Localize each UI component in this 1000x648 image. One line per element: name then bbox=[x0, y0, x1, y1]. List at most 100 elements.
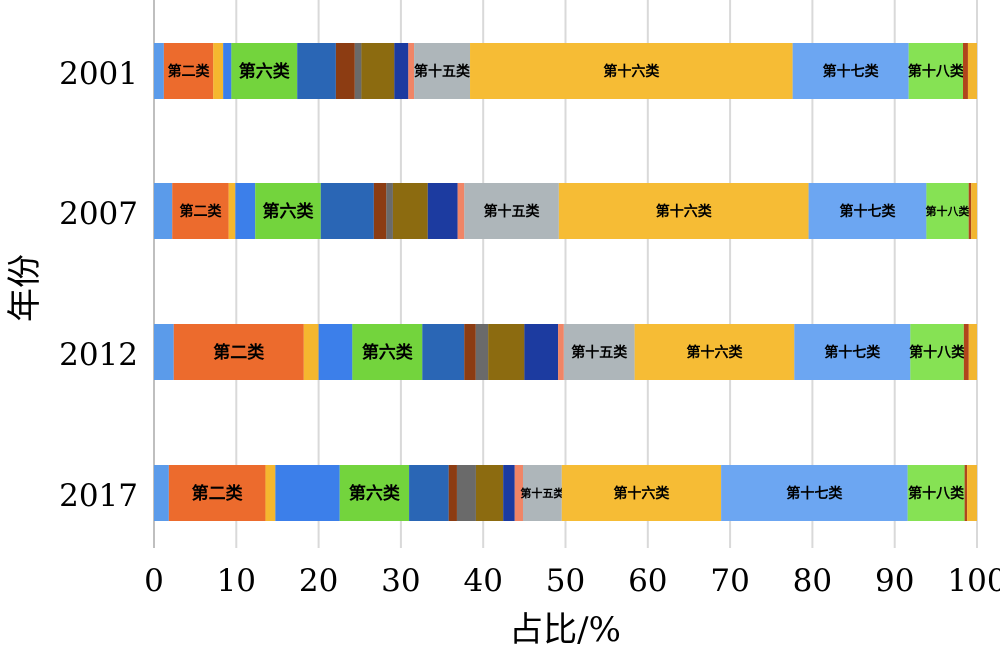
bar-segment bbox=[422, 324, 465, 380]
bar-segment bbox=[964, 465, 968, 521]
bar-segment bbox=[475, 324, 489, 380]
x-tick-labels: 0 10 20 30 40 50 60 70 80 90 100 bbox=[144, 563, 1000, 599]
bar-2007: 第二类 第六类 第十五类 第十六类 第十七类 第十八类 bbox=[154, 183, 977, 239]
bar-segment bbox=[963, 324, 969, 380]
bar-segment bbox=[352, 324, 423, 380]
bar-segment bbox=[522, 465, 562, 521]
segment-label: 第十六类 bbox=[656, 203, 713, 220]
segment-label: 第十五类 bbox=[520, 486, 565, 500]
bar-segment bbox=[414, 43, 471, 99]
x-axis-title: 占比/% bbox=[509, 610, 621, 648]
segment-label: 第二类 bbox=[192, 483, 244, 504]
x-tick-label: 80 bbox=[793, 563, 832, 599]
bar-segment bbox=[354, 43, 362, 99]
segment-label: 第十七类 bbox=[824, 344, 881, 361]
segment-label: 第十八类 bbox=[908, 485, 965, 502]
bar-segment bbox=[303, 324, 319, 380]
segment-label: 第十七类 bbox=[786, 485, 843, 502]
bar-segment bbox=[561, 465, 722, 521]
bar-segment bbox=[794, 324, 911, 380]
segment-label: 第六类 bbox=[262, 201, 314, 222]
bar-segment bbox=[154, 183, 173, 239]
bar-2012: 第二类 第六类 第十五类 第十六类 第十七类 第十八类 bbox=[154, 324, 977, 380]
bar-segment bbox=[558, 183, 809, 239]
bar-segment bbox=[335, 43, 355, 99]
y-tick-label: 2017 bbox=[59, 478, 138, 514]
segment-label: 第二类 bbox=[179, 203, 222, 220]
bar-segment bbox=[223, 43, 232, 99]
bar-segment bbox=[503, 465, 515, 521]
segment-label: 第十七类 bbox=[839, 203, 896, 220]
segment-label: 第十六类 bbox=[603, 63, 660, 80]
bar-segment bbox=[967, 43, 977, 99]
segment-label: 第十八类 bbox=[908, 63, 965, 80]
segment-label: 第二类 bbox=[168, 63, 211, 80]
x-tick-label: 60 bbox=[628, 563, 667, 599]
bar-2017: 第二类 第六类 第十五类 第十六类 第十七类 第十八类 bbox=[154, 465, 977, 521]
segment-label: 第十八类 bbox=[926, 204, 971, 218]
bar-segment bbox=[456, 465, 476, 521]
bar-segment bbox=[908, 43, 964, 99]
bar-segment bbox=[373, 183, 387, 239]
bar-segment bbox=[154, 43, 164, 99]
bar-segment bbox=[971, 183, 977, 239]
bar-segment bbox=[320, 183, 374, 239]
y-tick-label: 2001 bbox=[59, 56, 138, 92]
bar-segment bbox=[231, 43, 298, 99]
y-tick-labels: 2001 2007 2012 2017 bbox=[59, 56, 138, 514]
bar-segment bbox=[808, 183, 927, 239]
bar-segment bbox=[392, 183, 428, 239]
x-tick-label: 90 bbox=[875, 563, 914, 599]
bar-segment bbox=[968, 183, 972, 239]
bar-segment bbox=[409, 465, 449, 521]
bar-segment bbox=[163, 43, 214, 99]
bar-segment bbox=[361, 43, 395, 99]
segment-label: 第十五类 bbox=[414, 63, 471, 80]
bar-segment bbox=[386, 183, 393, 239]
segment-label: 第十八类 bbox=[909, 344, 966, 361]
bar-segment bbox=[457, 183, 465, 239]
bar-segment bbox=[488, 324, 525, 380]
bar-segment bbox=[297, 43, 336, 99]
segment-label: 第十六类 bbox=[686, 344, 743, 361]
x-tick-label: 20 bbox=[299, 563, 338, 599]
bar-segment bbox=[172, 183, 229, 239]
bar-segment bbox=[213, 43, 224, 99]
segment-label: 第二类 bbox=[213, 342, 265, 363]
bar-segment bbox=[173, 324, 304, 380]
bar-segment bbox=[470, 43, 793, 99]
bar-segment bbox=[448, 465, 457, 521]
bar-segment bbox=[275, 465, 340, 521]
bar-segment bbox=[255, 183, 321, 239]
bar-segment bbox=[339, 465, 410, 521]
x-tick-label: 40 bbox=[463, 563, 502, 599]
bar-segment bbox=[394, 43, 409, 99]
bar-segment bbox=[318, 324, 353, 380]
segment-label: 第十五类 bbox=[571, 344, 628, 361]
x-tick-label: 70 bbox=[710, 563, 749, 599]
bar-segment bbox=[235, 183, 256, 239]
bar-2001: 第二类 第六类 第十五类 第十六类 第十七类 第十八类 bbox=[154, 43, 977, 99]
x-tick-label: 50 bbox=[546, 563, 585, 599]
bar-segment bbox=[910, 324, 964, 380]
bar-segment bbox=[265, 465, 276, 521]
bar-segment bbox=[154, 324, 174, 380]
bar-segment bbox=[907, 465, 965, 521]
segment-label: 第十五类 bbox=[484, 203, 541, 220]
bar-segment bbox=[168, 465, 266, 521]
segment-label: 第六类 bbox=[349, 483, 401, 504]
bar-segment bbox=[408, 43, 415, 99]
bar-segment bbox=[464, 183, 559, 239]
y-tick-label: 2007 bbox=[59, 196, 138, 232]
bar-segment bbox=[721, 465, 908, 521]
bar-segment bbox=[514, 465, 523, 521]
bar-segment bbox=[154, 465, 169, 521]
bar-segment bbox=[967, 465, 977, 521]
bar-segment bbox=[427, 183, 458, 239]
y-axis-title: 年份 bbox=[5, 254, 45, 322]
x-tick-label: 10 bbox=[217, 563, 256, 599]
bar-segment bbox=[475, 465, 504, 521]
bar-segment bbox=[634, 324, 795, 380]
